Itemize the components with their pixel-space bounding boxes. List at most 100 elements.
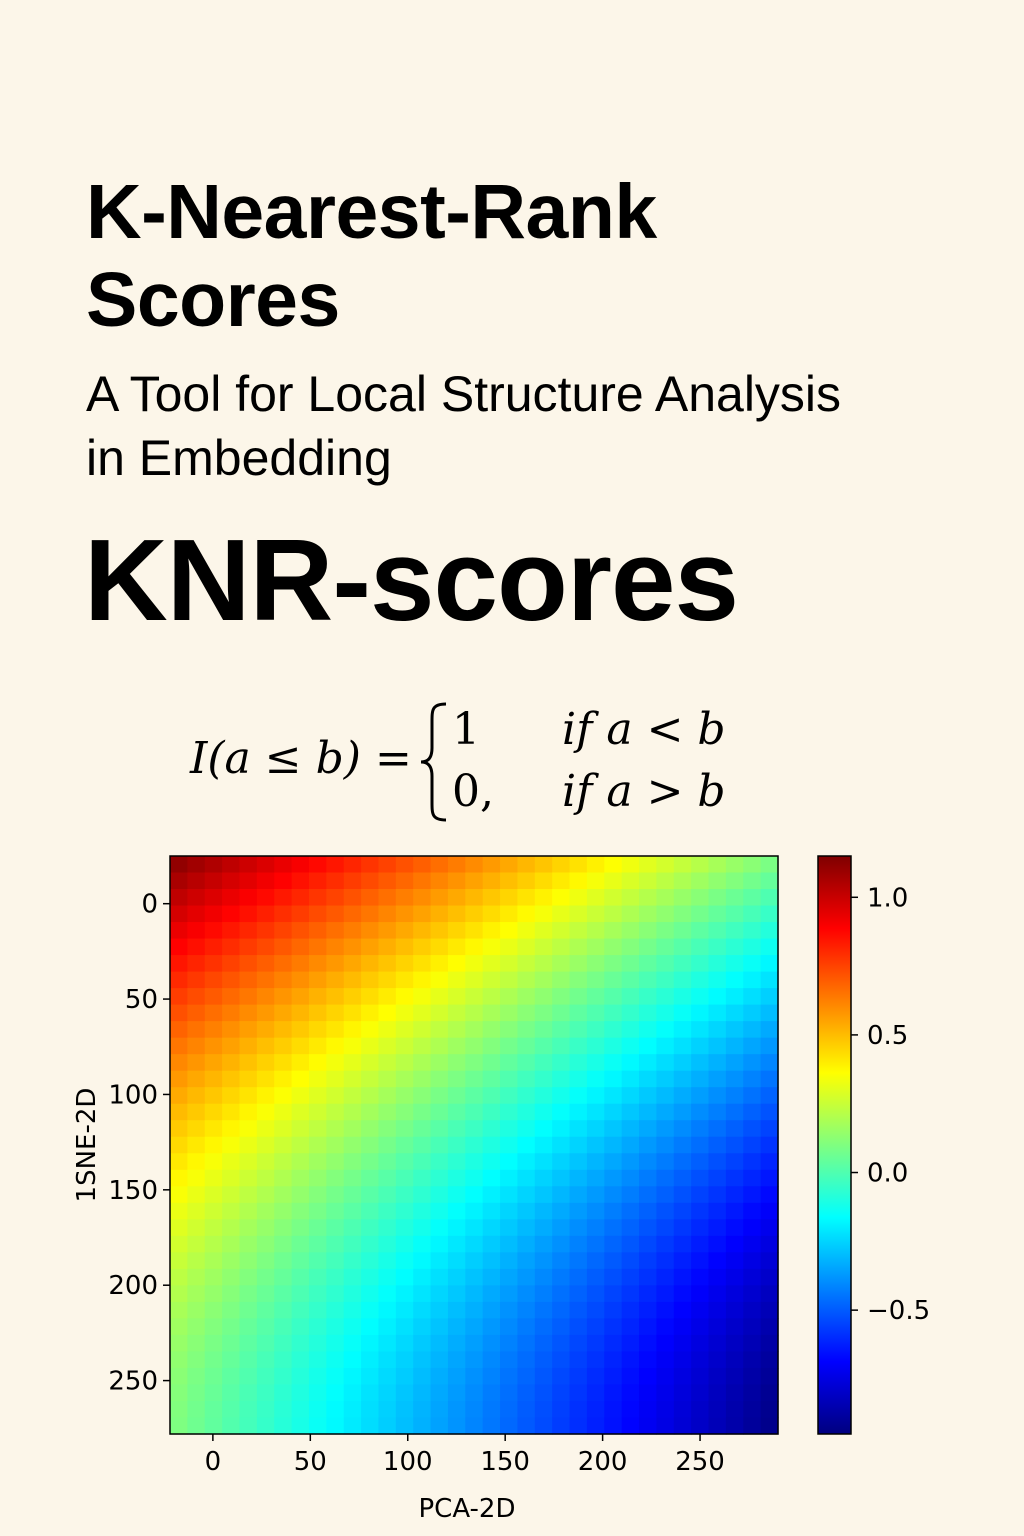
heatmap-cell xyxy=(308,955,327,973)
heatmap-cell xyxy=(222,1136,241,1154)
heatmap-cell xyxy=(517,971,536,989)
heatmap-cell xyxy=(447,1400,466,1419)
heatmap-cell xyxy=(222,1334,241,1353)
heatmap-cell xyxy=(256,1202,275,1220)
heatmap-cell xyxy=(239,1186,258,1204)
heatmap-cell xyxy=(395,1004,414,1022)
heatmap-cell xyxy=(430,1219,449,1237)
heatmap-cell xyxy=(725,1301,744,1319)
heatmap-cell xyxy=(673,1153,692,1171)
heatmap-cell xyxy=(656,1318,675,1336)
heatmap-cell xyxy=(465,1417,484,1435)
heatmap-cell xyxy=(500,1153,519,1171)
heatmap-cell xyxy=(274,1153,293,1171)
heatmap-cell xyxy=(708,1400,727,1419)
heatmap-cell xyxy=(222,1219,241,1237)
heatmap-cell xyxy=(482,1070,501,1088)
heatmap-cell xyxy=(743,856,762,874)
heatmap-cell xyxy=(691,1070,710,1088)
heatmap-cell xyxy=(673,1120,692,1138)
heatmap-cell xyxy=(586,1169,605,1187)
heatmap-cell xyxy=(725,1037,744,1055)
heatmap-cell xyxy=(308,988,327,1006)
heatmap-cell xyxy=(760,1103,779,1121)
heatmap-cell xyxy=(291,1103,310,1121)
heatmap-cell xyxy=(465,1367,484,1386)
heatmap-cell xyxy=(430,1301,449,1319)
heatmap-cell xyxy=(430,1367,449,1386)
heatmap-cell xyxy=(656,1351,675,1369)
heatmap-cell xyxy=(500,1417,519,1435)
heatmap-cell xyxy=(413,1417,432,1435)
heatmap-cell xyxy=(204,971,223,989)
heatmap-cell xyxy=(187,1186,206,1204)
heatmap-cell xyxy=(621,1054,640,1072)
heatmap-cell xyxy=(204,1351,223,1369)
heatmap-cell xyxy=(534,872,553,890)
heatmap-cell xyxy=(204,1268,223,1286)
heatmap-cell xyxy=(500,1351,519,1369)
heatmap-cell xyxy=(691,1186,710,1204)
heatmap-cell xyxy=(395,988,414,1006)
heatmap-cell xyxy=(743,1037,762,1055)
heatmap-cell xyxy=(500,856,519,874)
x-tick-label: 100 xyxy=(383,1447,433,1477)
heatmap-cell xyxy=(430,1169,449,1187)
heatmap-cell xyxy=(291,1202,310,1220)
heatmap-cell xyxy=(413,1235,432,1253)
heatmap-cell xyxy=(465,988,484,1006)
heatmap-cell xyxy=(691,856,710,874)
y-tick-label: 0 xyxy=(141,890,158,920)
heatmap-cell xyxy=(500,1367,519,1386)
heatmap-cell xyxy=(239,1120,258,1138)
heatmap-cell xyxy=(465,1103,484,1121)
heatmap-cell xyxy=(222,872,241,890)
heatmap-cell xyxy=(430,905,449,923)
heatmap-cell xyxy=(743,1004,762,1022)
heatmap-cell xyxy=(743,1285,762,1303)
heatmap-cell xyxy=(725,889,744,907)
heatmap-cell xyxy=(760,1037,779,1055)
heatmap-cell xyxy=(500,1070,519,1088)
heatmap-cell xyxy=(604,1054,623,1072)
heatmap-cell xyxy=(430,971,449,989)
heatmap-cell xyxy=(760,1004,779,1022)
heatmap-cell xyxy=(326,1070,345,1088)
heatmap-cell xyxy=(274,1136,293,1154)
heatmap-cell xyxy=(604,1334,623,1353)
heatmap-cell xyxy=(500,938,519,956)
heatmap-cell xyxy=(673,1202,692,1220)
heatmap-cell xyxy=(604,1285,623,1303)
y-axis-label: 1SNE-2D xyxy=(72,1088,102,1203)
heatmap-cell xyxy=(308,1285,327,1303)
heatmap-cell xyxy=(430,889,449,907)
heatmap-cell xyxy=(708,1087,727,1105)
heatmap-cell xyxy=(430,1103,449,1121)
heatmap-cell xyxy=(500,1301,519,1319)
x-axis-label: PCA-2D xyxy=(419,1494,516,1524)
heatmap-cell xyxy=(187,1417,206,1435)
heatmap-cell xyxy=(760,1400,779,1419)
heatmap-cell xyxy=(308,1120,327,1138)
heatmap-cell xyxy=(395,955,414,973)
heatmap-cell xyxy=(517,938,536,956)
heatmap-cell xyxy=(708,1334,727,1353)
heatmap-cell xyxy=(534,905,553,923)
heatmap-cell xyxy=(639,1087,657,1105)
heatmap-cell xyxy=(673,1334,692,1353)
heatmap-cell xyxy=(274,1285,293,1303)
heatmap-cell xyxy=(639,889,657,907)
heatmap-cell xyxy=(413,1103,432,1121)
heatmap-cell xyxy=(586,889,605,907)
heatmap-cell xyxy=(639,905,657,923)
heatmap-cell xyxy=(621,1103,640,1121)
heatmap-cell xyxy=(326,1021,345,1039)
heatmap-cell xyxy=(187,1252,206,1270)
heatmap-cell xyxy=(291,938,310,956)
heatmap-cell xyxy=(569,1136,588,1154)
heatmap-cell xyxy=(395,1318,414,1336)
heatmap-cell xyxy=(274,1301,293,1319)
heatmap-cell xyxy=(413,1169,432,1187)
heatmap-cell xyxy=(239,1367,258,1386)
heatmap-cell xyxy=(430,872,449,890)
